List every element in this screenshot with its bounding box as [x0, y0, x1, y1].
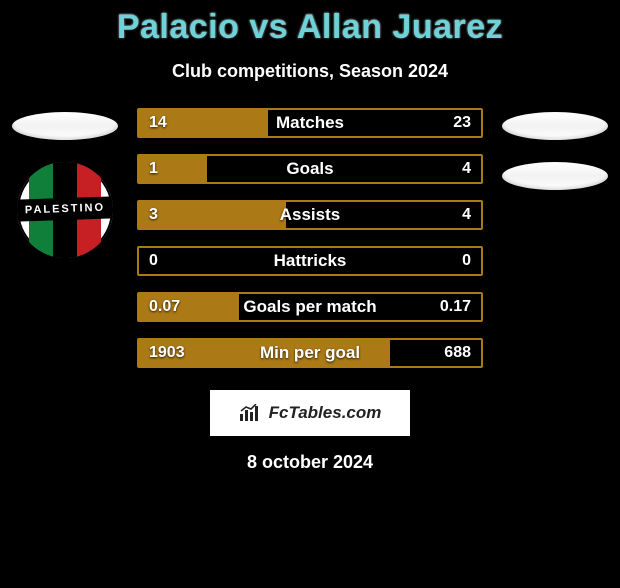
right-club-badge — [502, 162, 608, 190]
stat-label: Goals — [139, 159, 481, 179]
left-club-badge-text: PALESTINO — [17, 196, 113, 222]
stat-bar: 1423Matches — [137, 108, 483, 138]
stat-bar: 1903688Min per goal — [137, 338, 483, 368]
footer-date: 8 october 2024 — [0, 452, 620, 473]
page-title: Palacio vs Allan Juarez — [0, 8, 620, 47]
watermark-text: FcTables.com — [269, 403, 382, 423]
stat-label: Assists — [139, 205, 481, 225]
stat-label: Goals per match — [139, 297, 481, 317]
chart-icon — [239, 404, 261, 422]
left-player-avatar — [12, 112, 118, 140]
stat-bar: 14Goals — [137, 154, 483, 184]
stat-label: Hattricks — [139, 251, 481, 271]
stat-bar: 00Hattricks — [137, 246, 483, 276]
left-club-badge: PALESTINO — [17, 162, 113, 258]
right-player-column — [490, 108, 620, 190]
stat-label: Matches — [139, 113, 481, 133]
page-subtitle: Club competitions, Season 2024 — [0, 61, 620, 82]
stat-label: Min per goal — [139, 343, 481, 363]
right-player-avatar — [502, 112, 608, 140]
stat-bar: 34Assists — [137, 200, 483, 230]
watermark: FcTables.com — [208, 388, 412, 438]
stat-bars: 1423Matches 14Goals 34Assists 00Hattricks 0.… — [137, 108, 483, 368]
left-player-column: PALESTINO — [0, 108, 130, 258]
comparison-region: PALESTINO 1423Matches 14Goals 34Assists 00H… — [0, 108, 620, 368]
stat-bar: 0.070.17Goals per match — [137, 292, 483, 322]
